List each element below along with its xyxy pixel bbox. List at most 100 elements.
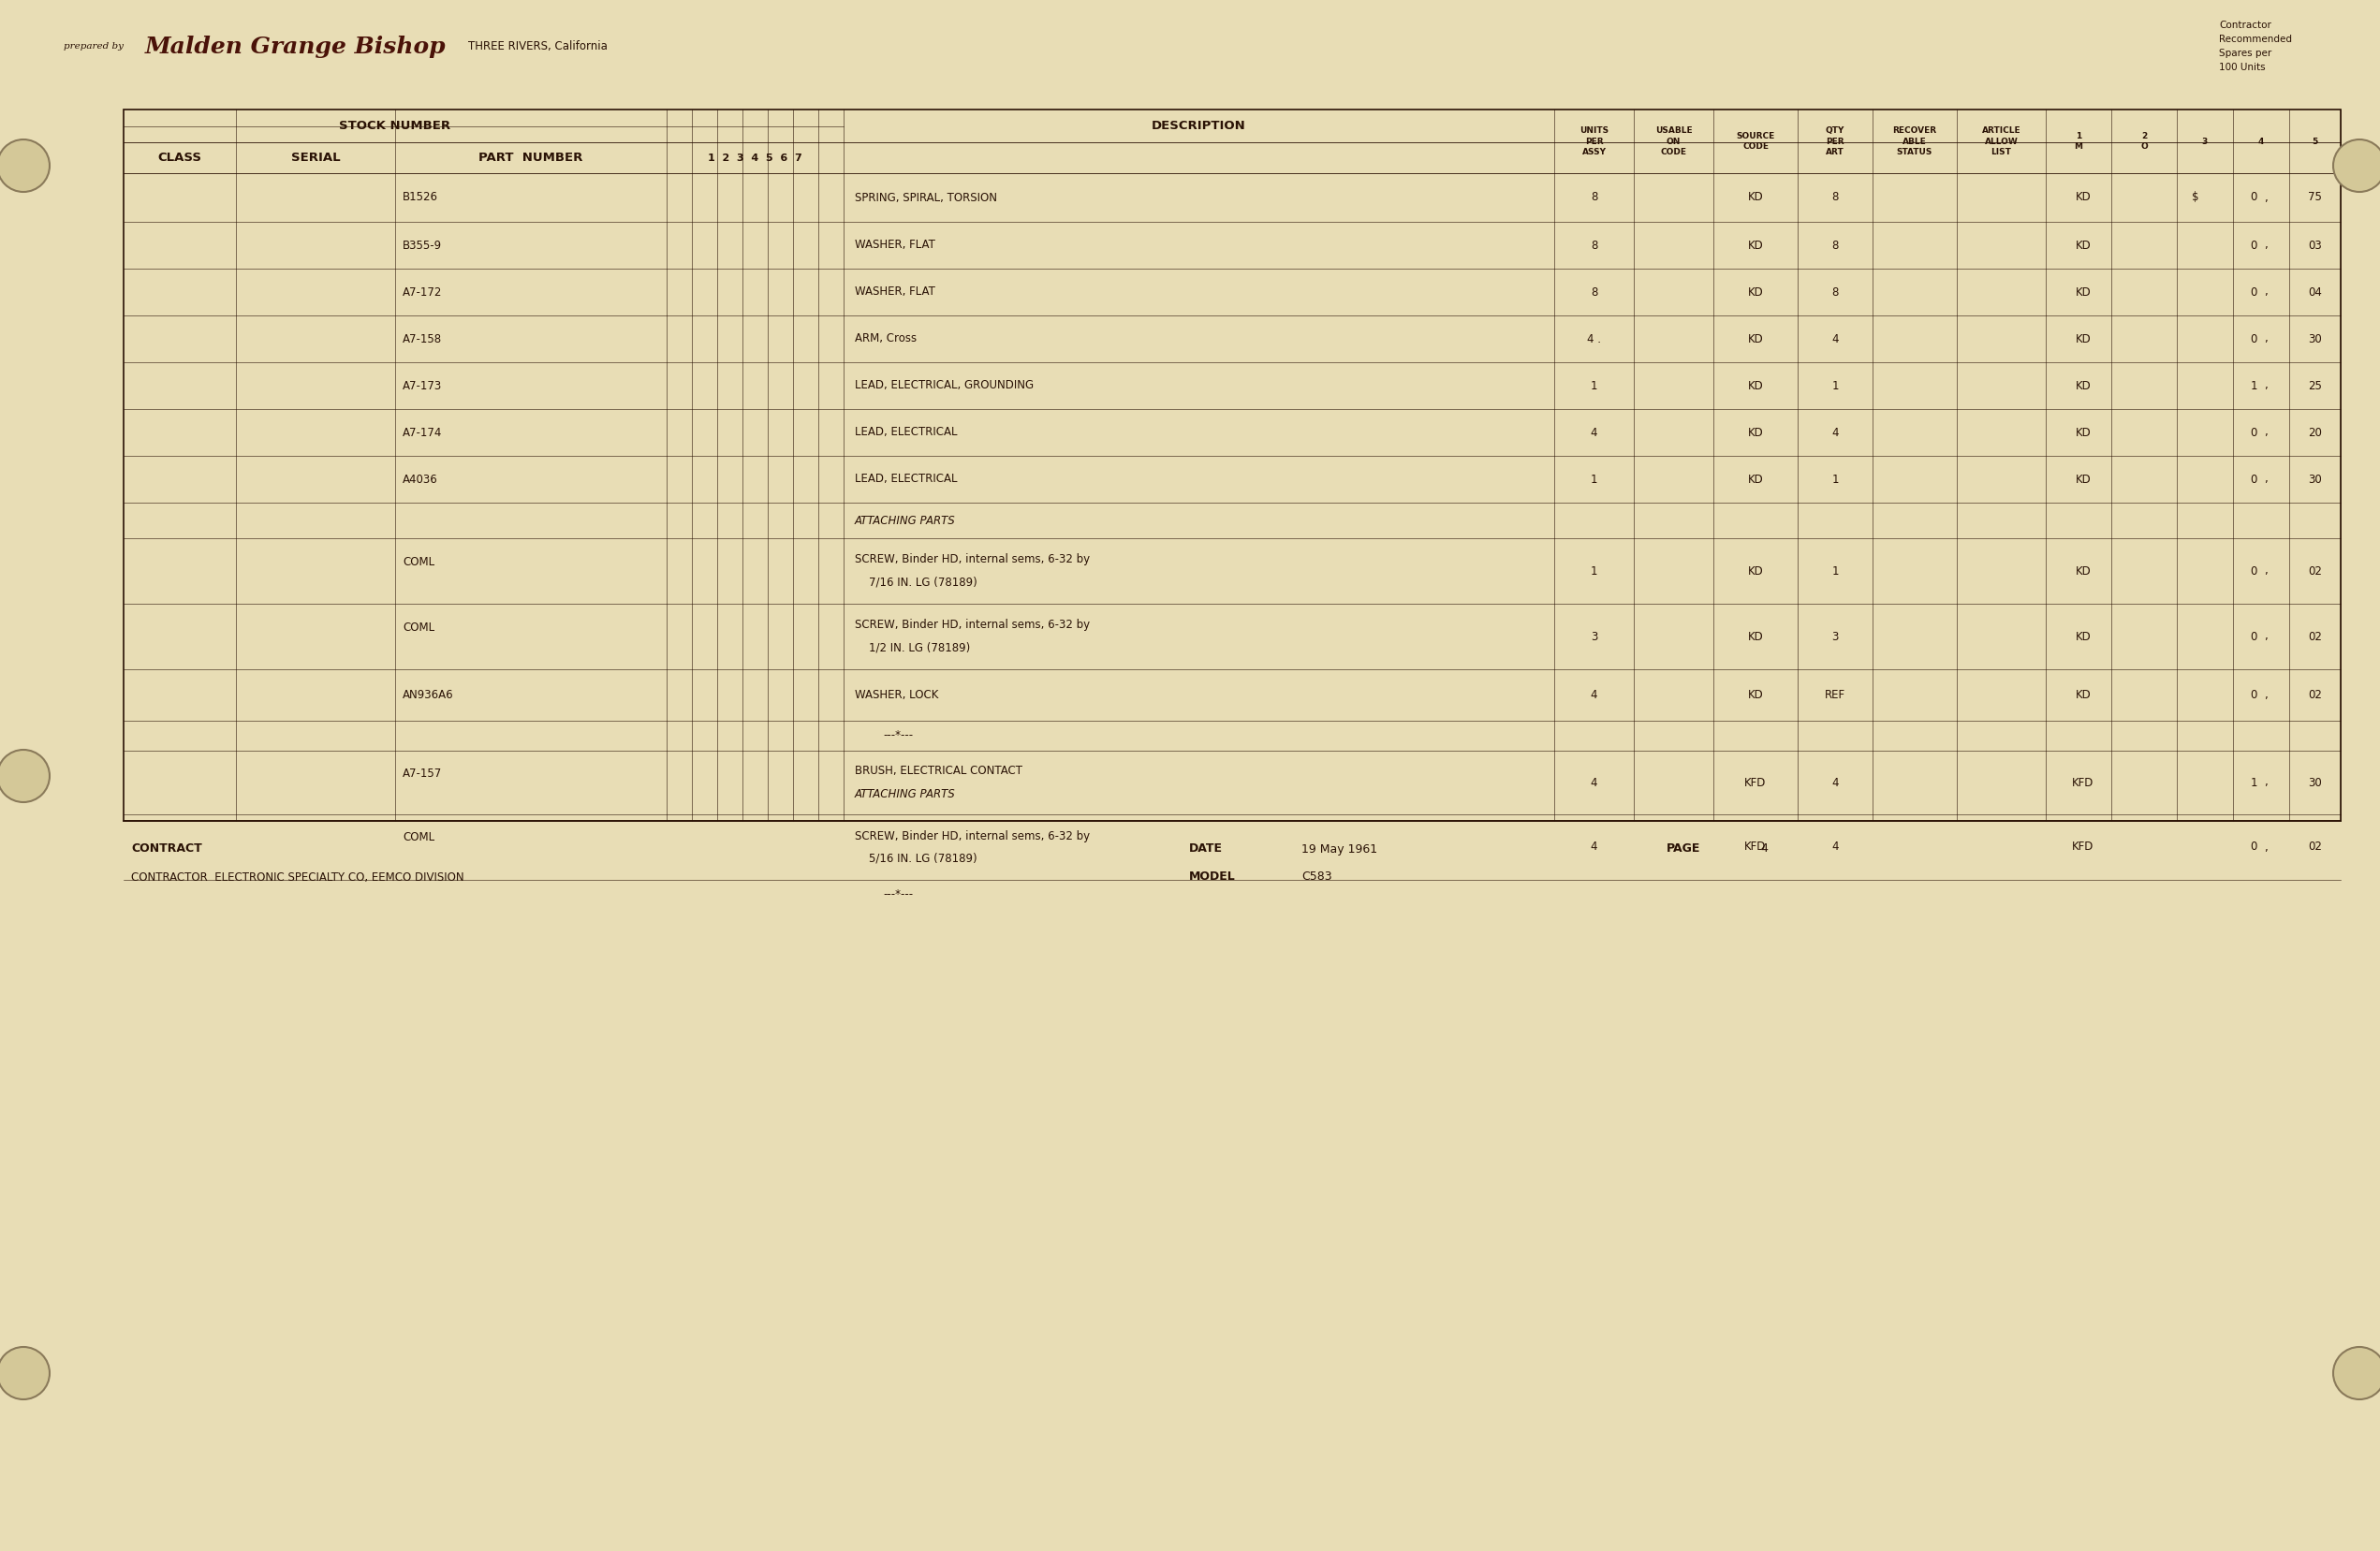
Text: 1: 1 bbox=[1590, 380, 1597, 392]
Text: KD: KD bbox=[1747, 239, 1764, 251]
Text: 8: 8 bbox=[1590, 239, 1597, 251]
Text: ---*---: ---*--- bbox=[883, 889, 914, 901]
Text: prepared by: prepared by bbox=[64, 42, 124, 51]
Text: WASHER, FLAT: WASHER, FLAT bbox=[854, 285, 935, 298]
Text: KD: KD bbox=[2075, 689, 2092, 701]
Text: THREE RIVERS, California: THREE RIVERS, California bbox=[469, 40, 607, 53]
Text: LEAD, ELECTRICAL: LEAD, ELECTRICAL bbox=[854, 473, 957, 485]
Text: 1/2 IN. LG (78189): 1/2 IN. LG (78189) bbox=[869, 642, 971, 655]
Text: WASHER, FLAT: WASHER, FLAT bbox=[854, 239, 935, 251]
Circle shape bbox=[0, 140, 50, 192]
Text: Malden Grange Bishop: Malden Grange Bishop bbox=[145, 36, 447, 57]
Text: PAGE: PAGE bbox=[1666, 842, 1702, 855]
Text: KD: KD bbox=[2075, 565, 2092, 577]
Text: CONTRACTOR  ELECTRONIC SPECIALTY CO, EEMCO DIVISION: CONTRACTOR ELECTRONIC SPECIALTY CO, EEMC… bbox=[131, 872, 464, 883]
Text: KD: KD bbox=[1747, 333, 1764, 344]
Text: KD: KD bbox=[2075, 380, 2092, 392]
Text: DATE: DATE bbox=[1190, 842, 1223, 855]
Text: 20: 20 bbox=[2309, 427, 2323, 439]
Text: CLASS: CLASS bbox=[157, 152, 202, 164]
Text: ,: , bbox=[2263, 191, 2268, 203]
Text: 0: 0 bbox=[2249, 630, 2256, 642]
Text: A7-157: A7-157 bbox=[402, 768, 443, 779]
Text: 8: 8 bbox=[1833, 285, 1837, 298]
Text: 5: 5 bbox=[2311, 136, 2318, 146]
Text: 03: 03 bbox=[2309, 239, 2323, 251]
Text: 4: 4 bbox=[1590, 841, 1597, 853]
Text: A7-174: A7-174 bbox=[402, 427, 443, 439]
Text: ,: , bbox=[2263, 777, 2268, 788]
Text: 4: 4 bbox=[1590, 777, 1597, 788]
Text: SCREW, Binder HD, internal sems, 6-32 by: SCREW, Binder HD, internal sems, 6-32 by bbox=[854, 619, 1090, 631]
Text: PART  NUMBER: PART NUMBER bbox=[478, 152, 583, 164]
Text: 0: 0 bbox=[2249, 333, 2256, 344]
Text: 8: 8 bbox=[1833, 239, 1837, 251]
Text: ,: , bbox=[2263, 473, 2268, 485]
Text: Contractor: Contractor bbox=[2218, 20, 2271, 29]
Text: 0: 0 bbox=[2249, 191, 2256, 203]
Text: A7-173: A7-173 bbox=[402, 380, 443, 392]
Text: KD: KD bbox=[2075, 239, 2092, 251]
Circle shape bbox=[0, 1346, 50, 1399]
Text: KD: KD bbox=[1747, 565, 1764, 577]
Text: 4: 4 bbox=[1761, 842, 1768, 855]
Text: UNITS
PER
ASSY: UNITS PER ASSY bbox=[1580, 127, 1609, 157]
Text: 75: 75 bbox=[2309, 191, 2323, 203]
Text: A7-172: A7-172 bbox=[402, 285, 443, 298]
Text: ,: , bbox=[2263, 630, 2268, 642]
Text: ,: , bbox=[2263, 841, 2268, 853]
Text: AN936A6: AN936A6 bbox=[402, 689, 455, 701]
Circle shape bbox=[0, 749, 50, 802]
Text: ,: , bbox=[2263, 565, 2268, 577]
Text: KFD: KFD bbox=[2073, 777, 2094, 788]
Text: 4 .: 4 . bbox=[1587, 333, 1602, 344]
Text: USABLE
ON
CODE: USABLE ON CODE bbox=[1654, 127, 1692, 157]
Text: SERIAL: SERIAL bbox=[290, 152, 340, 164]
Text: KFD: KFD bbox=[2073, 841, 2094, 853]
Text: MODEL: MODEL bbox=[1190, 872, 1235, 883]
Text: 19 May 1961: 19 May 1961 bbox=[1302, 842, 1378, 855]
Text: KD: KD bbox=[2075, 427, 2092, 439]
Text: 4: 4 bbox=[1833, 777, 1840, 788]
Text: KD: KD bbox=[1747, 427, 1764, 439]
Text: SCREW, Binder HD, internal sems, 6-32 by: SCREW, Binder HD, internal sems, 6-32 by bbox=[854, 830, 1090, 842]
Text: ,: , bbox=[2263, 689, 2268, 701]
Text: B355-9: B355-9 bbox=[402, 239, 443, 251]
Text: KD: KD bbox=[1747, 630, 1764, 642]
Text: 1  2  3  4  5  6  7: 1 2 3 4 5 6 7 bbox=[707, 154, 802, 163]
Text: 4: 4 bbox=[1833, 333, 1840, 344]
Text: ,: , bbox=[2263, 239, 2268, 251]
Text: Spares per: Spares per bbox=[2218, 48, 2271, 57]
Text: 0: 0 bbox=[2249, 565, 2256, 577]
Text: 2
O: 2 O bbox=[2140, 132, 2147, 150]
Text: 8: 8 bbox=[1833, 191, 1837, 203]
Text: 4: 4 bbox=[1590, 427, 1597, 439]
Text: 1: 1 bbox=[1590, 565, 1597, 577]
Text: KD: KD bbox=[1747, 689, 1764, 701]
Text: A4036: A4036 bbox=[402, 473, 438, 485]
Text: 0: 0 bbox=[2249, 473, 2256, 485]
Text: COML: COML bbox=[402, 831, 436, 844]
Text: 1: 1 bbox=[1833, 473, 1840, 485]
Text: 30: 30 bbox=[2309, 473, 2323, 485]
Text: ATTACHING PARTS: ATTACHING PARTS bbox=[854, 788, 957, 800]
Text: 1: 1 bbox=[1833, 565, 1840, 577]
Text: 30: 30 bbox=[2309, 333, 2323, 344]
Text: 3: 3 bbox=[1833, 630, 1837, 642]
Text: 1
M: 1 M bbox=[2075, 132, 2082, 150]
Text: KD: KD bbox=[2075, 191, 2092, 203]
Text: 0: 0 bbox=[2249, 285, 2256, 298]
Text: 25: 25 bbox=[2309, 380, 2323, 392]
Text: 0: 0 bbox=[2249, 689, 2256, 701]
Text: KD: KD bbox=[1747, 285, 1764, 298]
Text: 1: 1 bbox=[2249, 777, 2256, 788]
Text: 100 Units: 100 Units bbox=[2218, 62, 2266, 71]
Bar bbox=[124, 110, 2340, 820]
Text: C583: C583 bbox=[1302, 872, 1333, 883]
Text: 02: 02 bbox=[2309, 630, 2323, 642]
Text: KD: KD bbox=[2075, 333, 2092, 344]
Text: KFD: KFD bbox=[1745, 777, 1766, 788]
Text: 1: 1 bbox=[2249, 380, 2256, 392]
Text: Recommended: Recommended bbox=[2218, 34, 2292, 43]
Circle shape bbox=[2332, 1346, 2380, 1399]
